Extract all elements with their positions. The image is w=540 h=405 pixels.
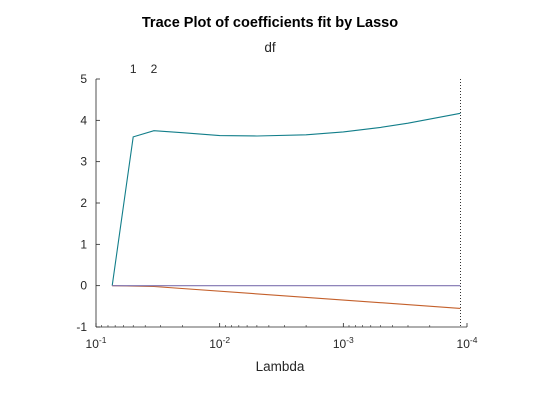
- y-tick-label: 5: [80, 72, 87, 86]
- y-tick-label: 1: [80, 237, 87, 251]
- x-tick-label: 10-2: [209, 335, 230, 351]
- y-tick-label: -1: [76, 320, 87, 334]
- y-tick-label: 3: [80, 155, 87, 169]
- x-tick-label: 10-3: [333, 335, 354, 351]
- chart-title: Trace Plot of coefficients fit by Lasso: [142, 15, 398, 31]
- x-tick-label: 10-4: [457, 335, 478, 351]
- coefficient-series-line-2: [112, 285, 461, 309]
- top-axis-label: df: [264, 40, 276, 55]
- y-tick-label: 2: [80, 196, 87, 210]
- y-tick-label: 0: [80, 279, 87, 293]
- x-axis-label: Lambda: [256, 359, 305, 374]
- coefficient-series-line-1: [111, 112, 461, 286]
- y-tick-label: 4: [80, 113, 87, 127]
- df-tick-label: 2: [151, 62, 158, 76]
- df-tick-label: 1: [130, 62, 137, 76]
- x-tick-label: 10-1: [86, 335, 107, 351]
